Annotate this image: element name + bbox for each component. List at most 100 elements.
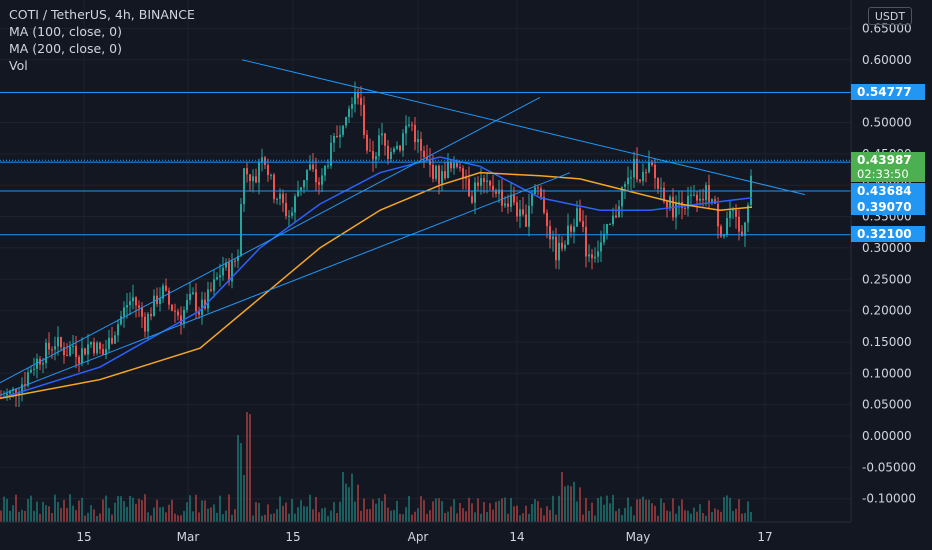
candle-body <box>294 196 296 213</box>
candle-body <box>153 295 155 317</box>
candle-body <box>60 337 62 348</box>
candle-body <box>75 345 77 357</box>
price-tick-label: 0.25000 <box>862 272 912 286</box>
volume-bar <box>447 511 449 522</box>
candle-body <box>645 172 647 174</box>
candle-body <box>249 174 251 182</box>
candle-body <box>168 290 170 305</box>
volume-bar <box>546 506 548 522</box>
candle-body <box>576 208 578 227</box>
volume-bar <box>591 502 593 522</box>
volume-bar <box>675 513 677 522</box>
candle-body <box>747 205 749 223</box>
volume-bar <box>408 495 410 522</box>
candle-body <box>234 260 236 262</box>
candle-body <box>18 392 20 396</box>
volume-bar <box>66 508 68 522</box>
volume-bar <box>480 513 482 522</box>
candle-body <box>687 195 689 209</box>
volume-bar <box>507 513 509 522</box>
candle-body <box>690 194 692 196</box>
price-tick-label: 0.10000 <box>862 366 912 380</box>
candle-body <box>633 158 635 178</box>
volume-bar <box>318 512 320 522</box>
volume-bar <box>21 509 23 522</box>
candle-body <box>288 215 290 217</box>
candle-body <box>135 297 137 306</box>
volume-bar <box>561 472 563 522</box>
candle-body <box>453 163 455 169</box>
volume-bar <box>597 497 599 522</box>
candle-body <box>546 212 548 227</box>
volume-legend[interactable]: Vol <box>9 58 28 73</box>
candle-body <box>273 174 275 200</box>
candle-body <box>417 139 419 143</box>
ma100-line <box>0 156 753 400</box>
candle-body <box>213 279 215 291</box>
price-tick-label: -0.10000 <box>862 492 916 506</box>
candle-body <box>237 255 239 262</box>
volume-bar <box>198 512 200 522</box>
trend-line <box>0 96 541 384</box>
volume-bar <box>393 509 395 522</box>
time-tick-label: 15 <box>285 530 300 544</box>
volume-bar <box>237 435 239 522</box>
candle-body <box>321 175 323 185</box>
ma200-legend[interactable]: MA (200, close, 0) <box>9 41 122 56</box>
volume-bar <box>300 500 302 522</box>
currency-button[interactable]: USDT <box>868 7 912 25</box>
candle-body <box>366 134 368 151</box>
volume-bar <box>174 513 176 522</box>
candle-body <box>432 164 434 179</box>
candles <box>0 81 752 408</box>
symbol-title[interactable]: COTI / TetherUS, 4h, BINANCE <box>9 7 195 22</box>
volume-bar <box>120 496 122 522</box>
candle-body <box>615 215 617 218</box>
price-tick-label: 0.00000 <box>862 429 912 443</box>
candle-body <box>639 179 641 182</box>
ma100-legend[interactable]: MA (100, close, 0) <box>9 24 122 39</box>
candle-body <box>225 262 227 268</box>
volume-bar <box>741 513 743 522</box>
volume-bar <box>504 497 506 522</box>
volume-bar <box>549 509 551 522</box>
volume-bar <box>273 513 275 522</box>
volume-bar <box>489 503 491 522</box>
volume-bar <box>186 502 188 522</box>
volume-bar <box>513 506 515 522</box>
volume-bar <box>87 512 89 522</box>
volume-bar <box>369 509 371 522</box>
candle-body <box>675 202 677 218</box>
candle-body <box>108 337 110 350</box>
candle-body <box>120 316 122 325</box>
candle-body <box>105 349 107 355</box>
candle-body <box>372 151 374 160</box>
volume-bar <box>129 495 131 522</box>
volume-bar <box>639 499 641 522</box>
volume-bar <box>240 443 242 522</box>
volume-bar <box>345 483 347 522</box>
candle-body <box>222 267 224 276</box>
time-tick-label: 14 <box>509 530 524 544</box>
volume-bar <box>594 515 596 522</box>
candle-body <box>468 178 470 197</box>
volume-bar <box>3 496 5 522</box>
volume-bar <box>204 500 206 522</box>
volume-bar <box>384 494 386 522</box>
volume-bar <box>648 499 650 522</box>
volume-bar <box>645 499 647 522</box>
volume-bar <box>390 510 392 522</box>
candle-body <box>171 304 173 311</box>
candle-body <box>501 189 503 206</box>
volume-bar <box>123 501 125 522</box>
volume-bar <box>153 507 155 522</box>
drawn-lines <box>0 59 851 396</box>
volume-bar <box>570 486 572 522</box>
candle-body <box>165 285 167 291</box>
candle-body <box>309 164 311 170</box>
trend-line <box>0 172 571 396</box>
volume-bar <box>228 494 230 522</box>
volume-bar <box>225 510 227 522</box>
volume-bar <box>102 499 104 522</box>
